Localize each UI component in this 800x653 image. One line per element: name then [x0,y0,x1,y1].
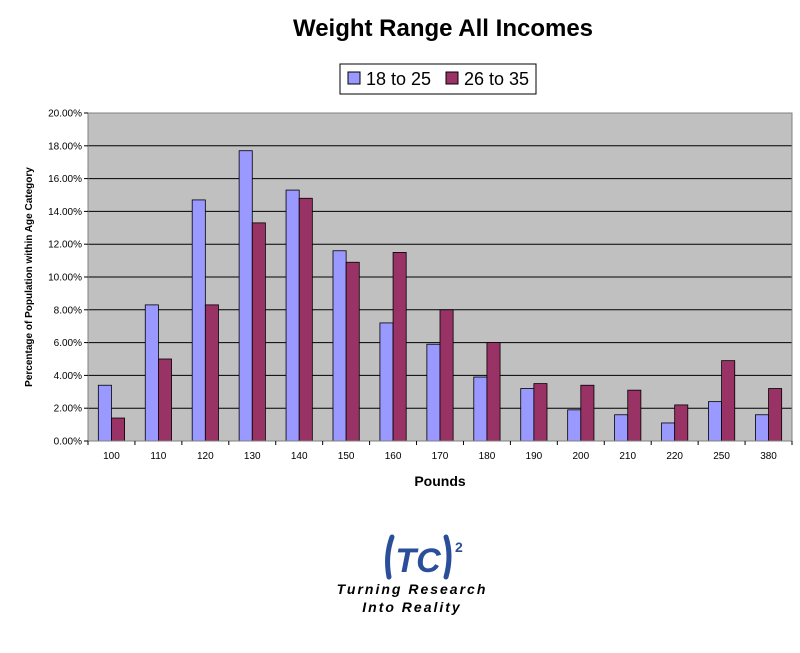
bar-18-to-25-220 [661,422,676,442]
bar-18-to-25-180 [473,376,488,442]
x-tick-label: 210 [619,451,636,462]
y-axis-ticks: 0.00% 2.00% 4.00% 6.00% 8.00% 10.00% 12.00% 14.… [48,109,88,448]
bar-26-to-35-210 [627,389,642,442]
x-tick-label: 140 [291,451,308,462]
bar-18-to-25-120 [191,199,206,442]
y-tick-label: 20.00% [48,109,82,120]
x-tick-label: 250 [713,451,730,462]
x-tick-label: 380 [760,451,777,462]
legend-label-26-to-35: 26 to 35 [464,69,529,89]
y-tick-label: 14.00% [48,207,82,218]
bar-26-to-35-120 [204,304,219,442]
bar-26-to-35-200 [580,384,595,442]
bar-18-to-25-200 [567,409,582,442]
bar-18-to-25-140 [285,189,300,442]
y-tick-label: 16.00% [48,174,82,185]
bar-18-to-25-150 [332,250,347,442]
x-axis-title: Pounds [414,473,466,489]
logo-tagline-line2: Into Reality [362,599,461,615]
legend-swatch-18-to-25 [347,71,361,85]
x-tick-label: 200 [572,451,589,462]
bar-26-to-35-180 [486,342,501,442]
x-tick-label: 110 [150,451,166,462]
x-tick-label: 130 [244,451,261,462]
bar-26-to-35-220 [674,404,689,442]
y-tick-label: 2.00% [54,404,82,415]
y-tick-label: 18.00% [48,141,82,152]
bar-18-to-25-110 [144,304,159,442]
bar-18-to-25-210 [614,414,629,442]
x-axis-ticks: 100 110 120 130 140 150 160 170 180 190 200 210 220 2… [87,441,793,462]
x-tick-label: 120 [197,451,214,462]
bar-26-to-35-160 [392,251,407,442]
x-tick-label: 100 [103,451,120,462]
y-tick-label: 0.00% [54,437,82,448]
bar-18-to-25-190 [520,388,535,442]
bar-26-to-35-100 [111,417,126,442]
x-tick-label: 150 [338,451,355,462]
bar-26-to-35-170 [439,309,454,442]
bars [97,150,783,442]
x-tick-label: 170 [432,451,449,462]
logo-tagline-line1: Turning Research [337,581,488,597]
x-tick-label: 160 [385,451,402,462]
logo-mark: TC [395,542,441,580]
logo-superscript: 2 [455,539,463,555]
bar-18-to-25-130 [238,150,253,442]
bar-18-to-25-160 [379,322,394,442]
y-axis-title: Percentage of Population within Age Cate… [24,167,35,387]
y-tick-label: 10.00% [48,273,82,284]
tc2-logo: TC 2 Turning Research Into Reality [337,534,488,615]
y-tick-label: 12.00% [48,240,82,251]
y-tick-label: 4.00% [54,371,82,382]
x-tick-label: 180 [479,451,496,462]
bar-26-to-35-150 [345,261,360,442]
legend: 18 to 25 26 to 35 [339,63,537,95]
legend-box [339,63,537,95]
bar-18-to-25-380 [754,414,769,442]
bar-26-to-35-130 [251,222,266,442]
chart-title: Weight Range All Incomes [293,15,593,42]
legend-label-18-to-25: 18 to 25 [366,69,431,89]
y-tick-label: 6.00% [54,338,82,349]
bar-18-to-25-170 [426,343,441,442]
legend-swatch-26-to-35 [445,71,459,85]
x-tick-label: 220 [666,451,683,462]
bar-26-to-35-140 [298,197,313,442]
x-tick-label: 190 [526,451,543,462]
bar-18-to-25-100 [97,384,112,442]
bar-26-to-35-190 [533,383,548,442]
bar-26-to-35-380 [768,388,783,442]
logo-left-bracket [385,534,395,580]
bar-26-to-35-250 [721,360,736,442]
bar-26-to-35-110 [157,358,172,442]
y-tick-label: 8.00% [54,305,82,316]
logo-right-bracket [443,534,452,580]
bar-18-to-25-250 [708,401,723,442]
